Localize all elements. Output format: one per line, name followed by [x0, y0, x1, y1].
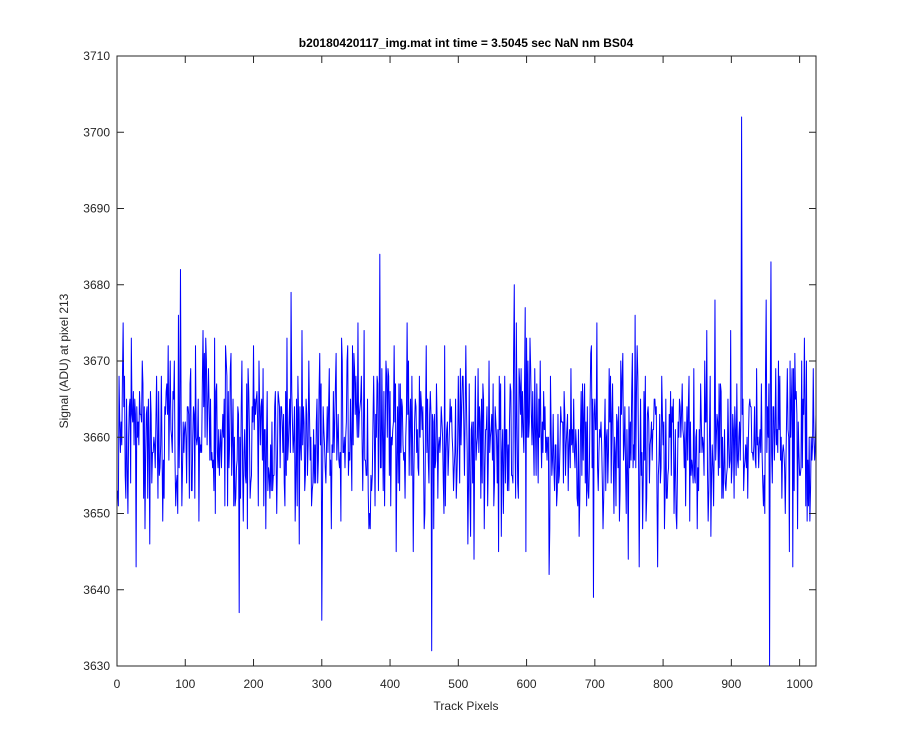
series-line [117, 116, 817, 667]
y-tick-label: 3690 [83, 202, 110, 216]
x-tick-label: 1000 [786, 677, 813, 691]
y-tick-labels: 3630 3640 3650 3660 3670 3680 3690 3700 3710 [83, 49, 110, 673]
plot-background [117, 56, 816, 666]
x-tick-label: 500 [448, 677, 468, 691]
y-tick-label: 3660 [83, 430, 110, 444]
x-tick-label: 900 [721, 677, 741, 691]
y-tick-label: 3670 [83, 354, 110, 368]
y-tick-label: 3710 [83, 49, 110, 63]
y-axis-title: Signal (ADU) at pixel 213 [57, 293, 71, 428]
y-tick-label: 3630 [83, 659, 110, 673]
x-tick-label: 0 [114, 677, 121, 691]
x-tick-label: 300 [312, 677, 332, 691]
x-tick-label: 700 [585, 677, 605, 691]
x-tick-label: 800 [653, 677, 673, 691]
y-tick-label: 3680 [83, 278, 110, 292]
y-tick-label: 3700 [83, 125, 110, 139]
chart-title: b20180420117_img.mat int time = 3.5045 s… [299, 36, 634, 50]
y-tick-label: 3640 [83, 583, 110, 597]
x-tick-label: 200 [244, 677, 264, 691]
y-tick-label: 3650 [83, 507, 110, 521]
axis-ticks [116, 55, 816, 667]
x-axis-title: Track Pixels [434, 699, 499, 713]
x-tick-labels: 0 100 200 300 400 500 600 700 800 900 1000 [114, 677, 814, 691]
x-tick-label: 600 [517, 677, 537, 691]
x-tick-label: 400 [380, 677, 400, 691]
x-tick-label: 100 [175, 677, 195, 691]
